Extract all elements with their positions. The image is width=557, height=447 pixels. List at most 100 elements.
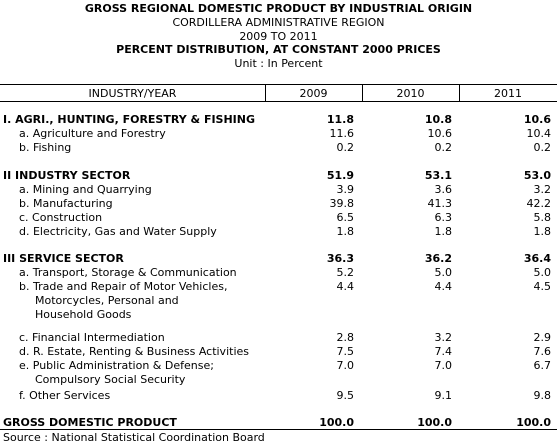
row-label: f. Other Services: [19, 389, 111, 402]
value-2010: 9.1: [434, 389, 453, 402]
value-2011: 1.8: [533, 225, 552, 238]
value-2010: 5.0: [434, 266, 453, 279]
value-2009: 6.5: [336, 211, 355, 224]
value-2011: 4.5: [533, 280, 552, 293]
value-2009: 7.5: [336, 345, 355, 358]
table-row-continuation: Household Goods: [0, 308, 557, 322]
table-row: c. Financial Intermediation 2.8 3.2 2.9: [0, 331, 557, 345]
value-2011: 5.8: [533, 211, 552, 224]
value-2011: 5.0: [533, 266, 552, 279]
value-2010: 7.4: [434, 345, 453, 358]
value-2011: 2.9: [533, 331, 552, 344]
row-label: a. Mining and Quarrying: [19, 183, 152, 196]
unit-label: Unit : In Percent: [234, 57, 323, 70]
value-2010: 36.2: [424, 252, 452, 265]
row-label: e. Public Administration & Defense;: [19, 359, 214, 372]
value-2009: 39.8: [329, 197, 355, 210]
table-row: a. Transport, Storage & Communication 5.…: [0, 266, 557, 280]
value-2009: 100.0: [319, 416, 354, 429]
row-label: b. Manufacturing: [19, 197, 113, 210]
value-2010: 6.3: [434, 211, 453, 224]
header-divider: [459, 84, 460, 102]
value-2011: 0.2: [533, 141, 552, 154]
value-2009: 5.2: [336, 266, 355, 279]
table-row-total: GROSS DOMESTIC PRODUCT 100.0 100.0 100.0: [0, 416, 557, 430]
value-2010: 7.0: [434, 359, 453, 372]
value-2011: 100.0: [516, 416, 551, 429]
value-2010: 10.8: [424, 113, 452, 126]
value-2010: 4.4: [434, 280, 453, 293]
column-header-2011: 2011: [494, 87, 522, 100]
value-2009: 11.6: [329, 127, 355, 140]
value-2009: 4.4: [336, 280, 355, 293]
row-label: GROSS DOMESTIC PRODUCT: [3, 416, 177, 429]
header-bottom-rule: [0, 101, 557, 102]
row-label-continuation: Motorcycles, Personal and: [35, 294, 179, 307]
value-2009: 1.8: [336, 225, 355, 238]
table-bottom-rule: [0, 429, 557, 430]
table-row: a. Agriculture and Forestry 11.6 10.6 10…: [0, 127, 557, 141]
row-label: c. Construction: [19, 211, 103, 224]
value-2009: 51.9: [326, 169, 354, 182]
table-row: d. R. Estate, Renting & Business Activit…: [0, 345, 557, 359]
column-header-industry: INDUSTRY/YEAR: [88, 87, 177, 100]
value-2011: 9.8: [533, 389, 552, 402]
table-row: d. Electricity, Gas and Water Supply 1.8…: [0, 225, 557, 239]
value-2009: 2.8: [336, 331, 355, 344]
table-row: e. Public Administration & Defense; 7.0 …: [0, 359, 557, 373]
table-row-sector: II INDUSTRY SECTOR 51.9 53.1 53.0: [0, 169, 557, 183]
table-top-rule: [0, 84, 557, 85]
value-2010: 0.2: [434, 141, 453, 154]
column-header-2010: 2010: [396, 87, 425, 100]
value-2011: 42.2: [526, 197, 552, 210]
row-label-continuation: Household Goods: [35, 308, 132, 321]
row-label: c. Financial Intermediation: [19, 331, 165, 344]
table-row: f. Other Services 9.5 9.1 9.8: [0, 389, 557, 403]
value-2011: 53.0: [523, 169, 551, 182]
value-2009: 9.5: [336, 389, 355, 402]
value-2011: 36.4: [523, 252, 551, 265]
table-row: b. Trade and Repair of Motor Vehicles, 4…: [0, 280, 557, 294]
row-label: a. Agriculture and Forestry: [19, 127, 166, 140]
value-2010: 53.1: [424, 169, 452, 182]
row-label-continuation: Compulsory Social Security: [35, 373, 186, 386]
value-2010: 41.3: [427, 197, 453, 210]
source-note: Source : National Statistical Coordinati…: [3, 431, 265, 444]
row-label: I. AGRI., HUNTING, FORESTRY & FISHING: [3, 113, 256, 126]
table-row: c. Construction 6.5 6.3 5.8: [0, 211, 557, 225]
table-row-sector: I. AGRI., HUNTING, FORESTRY & FISHING 11…: [0, 113, 557, 127]
row-label: b. Fishing: [19, 141, 72, 154]
report-subtitle: PERCENT DISTRIBUTION, AT CONSTANT 2000 P…: [116, 43, 441, 56]
value-2009: 36.3: [326, 252, 354, 265]
row-label: III SERVICE SECTOR: [3, 252, 124, 265]
row-label: II INDUSTRY SECTOR: [3, 169, 131, 182]
region-name: CORDILLERA ADMINISTRATIVE REGION: [172, 16, 385, 29]
value-2011: 3.2: [533, 183, 552, 196]
table-row-sector: III SERVICE SECTOR 36.3 36.2 36.4: [0, 252, 557, 266]
row-label: d. R. Estate, Renting & Business Activit…: [19, 345, 249, 358]
table-row: b. Manufacturing 39.8 41.3 42.2: [0, 197, 557, 211]
value-2010: 100.0: [417, 416, 452, 429]
row-label: b. Trade and Repair of Motor Vehicles,: [19, 280, 228, 293]
value-2011: 10.4: [526, 127, 552, 140]
value-2010: 3.6: [434, 183, 453, 196]
period: 2009 TO 2011: [239, 30, 318, 43]
value-2011: 7.6: [533, 345, 552, 358]
value-2010: 3.2: [434, 331, 453, 344]
header-divider: [265, 84, 266, 102]
value-2009: 3.9: [336, 183, 355, 196]
value-2011: 10.6: [523, 113, 551, 126]
report-title: GROSS REGIONAL DOMESTIC PRODUCT BY INDUS…: [84, 2, 473, 15]
value-2009: 0.2: [336, 141, 355, 154]
value-2011: 6.7: [533, 359, 552, 372]
value-2010: 10.6: [427, 127, 453, 140]
table-row: b. Fishing 0.2 0.2 0.2: [0, 141, 557, 155]
value-2010: 1.8: [434, 225, 453, 238]
header-divider: [362, 84, 363, 102]
value-2009: 7.0: [336, 359, 355, 372]
column-header-2009: 2009: [299, 87, 328, 100]
row-label: a. Transport, Storage & Communication: [19, 266, 237, 279]
value-2009: 11.8: [326, 113, 354, 126]
table-row: a. Mining and Quarrying 3.9 3.6 3.2: [0, 183, 557, 197]
table-row-continuation: Compulsory Social Security: [0, 373, 557, 387]
